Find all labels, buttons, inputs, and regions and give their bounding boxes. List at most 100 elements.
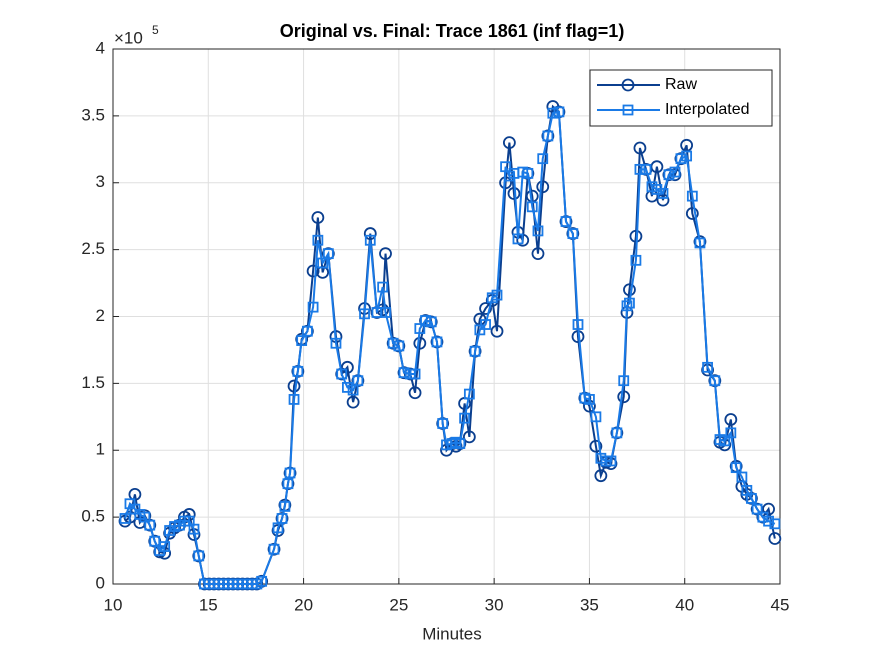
data-point [542,130,554,142]
data-point [553,106,565,118]
data-point [590,411,602,423]
data-point [589,439,603,453]
data-point [364,234,376,246]
data-point [267,542,281,556]
chart-title: Original vs. Final: Trace 1861 (inf flag… [280,21,625,41]
data-point [531,247,545,261]
data-point [694,237,706,249]
legend-marker [622,104,634,116]
data-point [279,501,291,512]
data-point [618,375,630,387]
data-point [633,141,647,155]
data-point [611,427,623,439]
data-point [459,412,471,424]
data-point [594,469,608,483]
data-point [709,375,721,387]
data-point [725,427,737,439]
data-point [541,129,555,143]
data-point [193,550,205,562]
data-point [398,367,410,379]
data-point [669,166,681,178]
data-point [296,335,308,346]
x-axis-label: Minutes [422,624,482,643]
y-tick-label: 0.5 [81,507,105,526]
data-point [769,518,781,530]
data-point [634,163,646,175]
data-point [420,315,431,326]
data-point [287,379,301,393]
data-point [685,207,699,220]
data-point [724,413,738,426]
data-point [377,281,389,293]
data-point [736,471,748,483]
data-point [630,254,642,266]
data-point [675,153,687,165]
data-point [702,361,713,373]
data-point [300,324,314,338]
y-tick-label: 1 [96,440,105,459]
data-point [341,360,354,374]
data-point [336,368,348,380]
x-tick-label: 20 [294,595,313,614]
data-point [379,247,392,261]
data-point [746,492,757,504]
data-point [640,163,652,175]
x-tick-label: 30 [485,595,504,614]
x-tick-label: 25 [389,595,408,614]
data-point [663,169,675,181]
data-point [292,365,304,377]
data-point [469,345,481,357]
y-multiplier-exponent: 5 [152,23,159,37]
data-point [284,467,296,479]
data-point [617,390,631,404]
data-point [547,107,559,119]
data-point [380,307,391,318]
y-tick-label: 3.5 [81,105,105,124]
data-point [491,289,503,301]
data-point [312,234,324,246]
data-point [256,575,268,587]
data-point [288,394,300,405]
data-point [624,297,635,309]
data-point [719,435,731,447]
data-point [454,438,466,449]
data-point [159,541,171,552]
data-point [342,381,353,393]
data-point [271,524,285,537]
data-point [567,228,579,239]
data-point [681,150,693,162]
y-tick-label: 3 [96,172,105,191]
data-point [408,386,422,400]
data-point [572,319,584,330]
y-tick-label: 2.5 [81,239,105,258]
data-point [479,302,492,315]
legend-label: Raw [665,76,697,93]
data-point [686,190,698,202]
y-tick-label: 4 [96,38,105,57]
data-point [490,324,504,338]
data-point [414,323,426,334]
data-point [419,314,432,327]
data-point [437,418,449,429]
x-tick-label: 10 [104,595,123,614]
data-point [431,336,443,348]
data-point [363,227,377,240]
data-point [307,301,319,313]
data-point [762,502,775,516]
data-point [268,543,280,555]
data-point [397,366,411,380]
data-point [276,513,288,524]
legend-box [589,69,773,127]
data-point [387,337,399,349]
data-point [560,216,572,227]
y-tick-label: 2 [96,306,105,325]
plot-frame [112,48,781,585]
series-line [124,110,776,585]
data-point [657,188,669,199]
data-point [621,300,633,312]
data-point [526,201,538,213]
data-point [322,248,334,260]
legend-label: Interpolated [665,101,750,118]
data-point [301,325,313,337]
